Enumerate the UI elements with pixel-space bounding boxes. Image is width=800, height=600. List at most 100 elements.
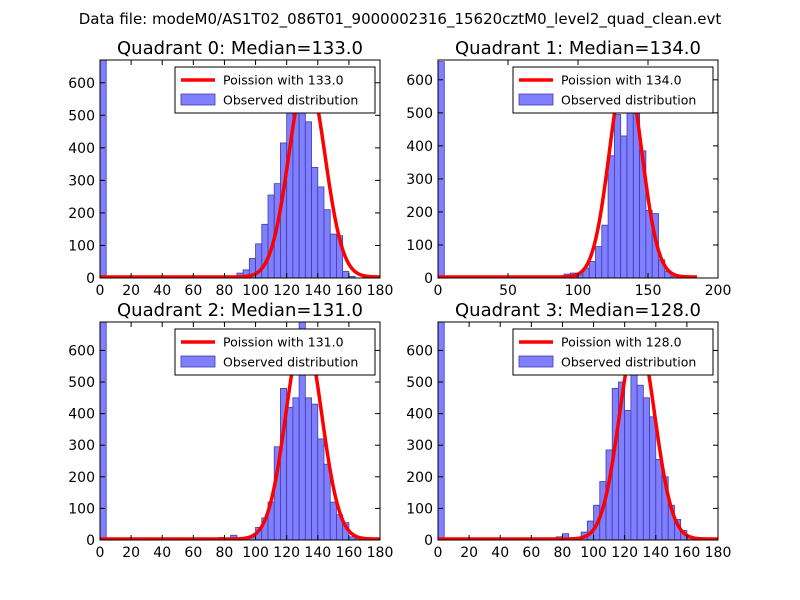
histogram-bar — [304, 397, 312, 540]
histogram-bar — [100, 60, 107, 278]
poisson-curve — [100, 328, 380, 540]
poisson-curve — [438, 68, 699, 278]
quadrant-2-axes: Quadrant 2: Median=131.00 20 40 60 80 100 120 1… — [68, 300, 393, 561]
y-tick-label: 500 — [68, 375, 95, 391]
y-tick-label: 200 — [68, 470, 95, 486]
x-tick-label: 0 — [434, 545, 443, 561]
histogram-bar — [323, 463, 331, 540]
x-tick-label: 120 — [273, 283, 300, 299]
legend-line-label: Poission with 133.0 — [223, 73, 344, 88]
y-tick-label: 500 — [406, 106, 433, 122]
x-tick-label: 120 — [273, 545, 300, 561]
histogram-bar — [438, 322, 445, 540]
y-tick-label: 300 — [68, 438, 95, 454]
y-tick-label: 200 — [406, 205, 433, 221]
figure-suptitle: Data file: modeM0/AS1T02_086T01_90000023… — [79, 10, 722, 29]
x-tick-label: 0 — [96, 283, 105, 299]
quadrant-2-legend: Poission with 131.0 Observed distribution — [174, 328, 376, 376]
x-tick-label: 20 — [122, 283, 140, 299]
quadrant-0-legend: Poission with 133.0 Observed distribution — [174, 66, 376, 114]
histogram-bar — [595, 246, 603, 278]
legend-line-label: Poission with 134.0 — [561, 73, 682, 88]
histogram-bar — [614, 114, 622, 278]
y-tick-label: 300 — [68, 173, 95, 189]
x-tick-label: 80 — [216, 545, 234, 561]
y-tick-label: 0 — [86, 533, 95, 549]
x-tick-label: 0 — [434, 283, 443, 299]
y-tick-label: 100 — [406, 238, 433, 254]
histogram-bar — [311, 166, 319, 278]
y-tick-label: 100 — [68, 238, 95, 254]
x-tick-label: 60 — [184, 545, 202, 561]
histogram-bar — [624, 410, 632, 540]
legend-bar-swatch — [518, 355, 554, 368]
quadrant-2-title: Quadrant 2: Median=131.0 — [117, 300, 363, 321]
y-tick-label: 400 — [406, 139, 433, 155]
x-tick-label: 20 — [122, 545, 140, 561]
axes-layer: Quadrant 0: Median=133.00 20 40 60 80 100 120 1… — [68, 38, 731, 561]
x-tick-label: 120 — [611, 545, 638, 561]
legend-bar-swatch — [180, 355, 216, 368]
x-tick-label: 160 — [674, 545, 701, 561]
quadrant-3-plot-area — [438, 322, 718, 540]
quadrant-3-legend: Poission with 128.0 Observed distribution — [512, 328, 714, 376]
poisson-curve — [438, 331, 718, 540]
x-tick-label: 150 — [635, 283, 662, 299]
x-tick-label: 50 — [499, 283, 517, 299]
x-tick-label: 80 — [554, 545, 572, 561]
histogram-bar — [636, 384, 644, 540]
legend-line-label: Poission with 128.0 — [561, 335, 682, 350]
x-tick-label: 200 — [705, 283, 732, 299]
quadrant-2-frame — [99, 321, 381, 541]
y-tick-label: 0 — [424, 533, 433, 549]
x-tick-label: 40 — [491, 545, 509, 561]
y-tick-label: 200 — [68, 206, 95, 222]
x-tick-label: 180 — [367, 545, 394, 561]
histogram-bar — [607, 155, 615, 278]
x-tick-label: 140 — [642, 545, 669, 561]
quadrant-1-title: Quadrant 1: Median=134.0 — [455, 38, 701, 59]
histogram-bar — [642, 397, 650, 540]
quadrant-0-plot-area — [100, 60, 380, 278]
quadrant-0-axes: Quadrant 0: Median=133.00 20 40 60 80 100 120 1… — [68, 38, 393, 299]
legend-bar-label: Observed distribution — [223, 93, 358, 108]
histogram-bar — [323, 209, 331, 278]
x-tick-label: 100 — [565, 283, 592, 299]
histogram-bar — [100, 322, 107, 540]
legend-bar-label: Observed distribution — [561, 93, 696, 108]
histogram-bar — [655, 459, 663, 540]
y-tick-label: 600 — [406, 343, 433, 359]
y-tick-label: 600 — [68, 76, 95, 92]
quadrant-0-frame — [99, 59, 381, 279]
x-tick-label: 140 — [304, 283, 331, 299]
histogram-bar — [329, 501, 337, 540]
quadrant-1-plot-area — [438, 61, 699, 278]
histogram-bar — [286, 406, 294, 540]
quadrant-0-title: Quadrant 0: Median=133.0 — [117, 38, 363, 59]
x-tick-label: 0 — [96, 545, 105, 561]
y-tick-label: 400 — [406, 407, 433, 423]
histogram-bar — [342, 271, 350, 278]
y-tick-label: 200 — [406, 470, 433, 486]
y-tick-label: 600 — [68, 343, 95, 359]
histogram-bar — [620, 135, 628, 278]
x-tick-label: 180 — [367, 283, 394, 299]
histogram-bar — [298, 101, 306, 278]
x-tick-label: 140 — [304, 545, 331, 561]
y-tick-label: 300 — [406, 172, 433, 188]
x-tick-label: 100 — [580, 545, 607, 561]
histogram-bar — [438, 61, 445, 278]
histogram-bar — [304, 121, 312, 278]
quadrant-2-plot-area — [100, 322, 380, 540]
x-tick-label: 100 — [242, 545, 269, 561]
x-tick-label: 160 — [336, 545, 363, 561]
histogram-bar — [329, 233, 337, 278]
x-tick-label: 160 — [336, 283, 363, 299]
y-tick-label: 100 — [68, 501, 95, 517]
histogram-bar — [601, 224, 609, 278]
y-tick-label: 0 — [424, 271, 433, 287]
y-tick-label: 0 — [86, 271, 95, 287]
x-tick-label: 60 — [184, 283, 202, 299]
histogram-bar — [292, 397, 300, 540]
